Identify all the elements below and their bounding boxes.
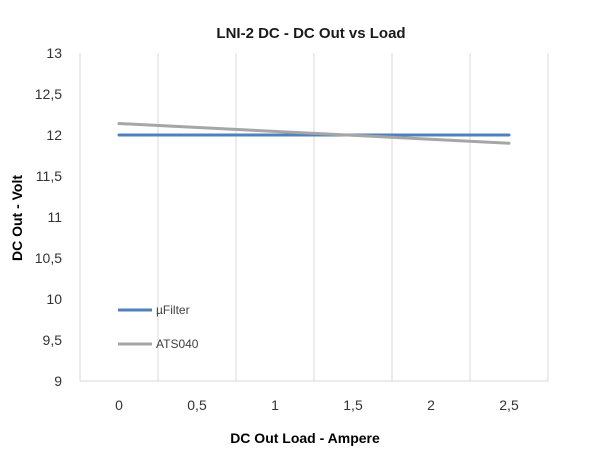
grid-lines xyxy=(79,53,549,381)
x-tick-label: 2 xyxy=(427,397,435,413)
series-line xyxy=(117,122,511,145)
y-tick-label: 11 xyxy=(47,209,62,225)
x-tick-labels: 0 0,5 1 1,5 2 2,5 xyxy=(115,397,519,413)
x-tick-label: 0 xyxy=(115,397,123,413)
legend: µFilter ATS040 xyxy=(118,303,199,351)
x-tick-label: 0,5 xyxy=(187,397,207,413)
y-tick-label: 12 xyxy=(46,127,62,143)
y-tick-label: 13 xyxy=(46,45,62,61)
y-tick-label: 9 xyxy=(54,373,62,389)
y-axis-title: DC Out - Volt xyxy=(9,175,25,261)
y-tick-label: 12,5 xyxy=(35,86,62,102)
y-tick-labels: 9 9,5 10 10,5 11 11,5 12 12,5 13 xyxy=(35,45,62,389)
y-tick-label: 9,5 xyxy=(43,332,63,348)
chart-title: LNI-2 DC - DC Out vs Load xyxy=(216,25,405,42)
y-tick-label: 10,5 xyxy=(35,250,62,266)
y-tick-label: 11,5 xyxy=(36,168,62,184)
y-tick-label: 10 xyxy=(46,291,62,307)
x-tick-label: 1,5 xyxy=(343,397,363,413)
x-tick-label: 2,5 xyxy=(499,397,519,413)
legend-label: ATS040 xyxy=(156,337,199,351)
x-tick-label: 1 xyxy=(271,397,279,413)
legend-label: µFilter xyxy=(156,303,190,317)
x-axis-title: DC Out Load - Ampere xyxy=(230,430,380,446)
series-lines xyxy=(117,122,511,145)
